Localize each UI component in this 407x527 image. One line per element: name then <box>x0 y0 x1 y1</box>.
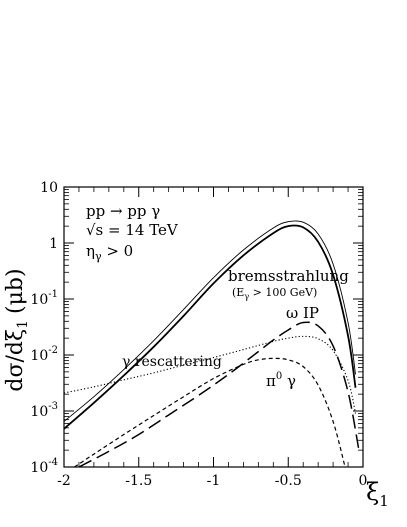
label-egamma-main: (E <box>232 286 244 299</box>
label-pi0-sup: 0 <box>276 371 282 382</box>
label-egamma-sub: γ <box>244 292 249 301</box>
y-axis-label-main: dσ/dξ <box>3 329 28 392</box>
y-tick-label: 10-1 <box>30 289 58 308</box>
process-line-3-main: η <box>86 242 95 260</box>
y-tick-label: 10-3 <box>30 401 58 420</box>
process-line-2: √s = 14 TeV <box>86 221 179 239</box>
process-line-3-rest: > 0 <box>102 242 134 260</box>
x-axis-label-sub: 1 <box>379 492 389 510</box>
label-omega-ip: ω IP <box>286 304 319 322</box>
x-tick-label: -0.5 <box>275 473 302 489</box>
y-tick-label: 1 <box>49 236 58 252</box>
y-axis-label-unit: (μb) <box>3 268 28 314</box>
label-egamma-rest: > 100 GeV) <box>249 286 317 299</box>
curve-dotted <box>64 335 357 414</box>
x-tick-label: -1 <box>207 473 221 489</box>
axes: -2 -1.5 -1 -0.5 0 10-4 10-3 10-2 10-1 1 10 <box>30 180 367 489</box>
x-tick-label: 0 <box>359 473 368 489</box>
x-axis-label: ξ1 <box>366 478 389 510</box>
process-line-3: ηγ > 0 <box>86 242 133 263</box>
y-tick-label: 10 <box>40 180 58 196</box>
y-axis-label-sub: 1 <box>15 320 31 329</box>
process-line-3-sub: γ <box>95 250 102 263</box>
curves <box>64 220 360 467</box>
x-tick-label: -1.5 <box>125 473 152 489</box>
label-bremsstrahlung: bremsstrahlung <box>228 267 349 285</box>
label-pi0-rest: γ <box>282 372 296 390</box>
curve-solid-thin <box>64 220 356 422</box>
process-line-1: pp → pp γ <box>86 202 160 220</box>
x-axis-label-main: ξ <box>366 478 379 506</box>
y-tick-label: 10-4 <box>30 457 58 476</box>
label-pi0-main: π <box>266 372 276 390</box>
label-pi0-gamma: π0 γ <box>266 371 296 390</box>
x-tick-label: -2 <box>57 473 71 489</box>
y-tick-label: 10-2 <box>30 345 58 364</box>
y-axis-label: dσ/dξ1 (μb) <box>3 268 31 391</box>
curve-long-dashed <box>78 321 360 467</box>
curve-short-dashed <box>74 357 346 467</box>
label-gamma-rescattering: γ rescattering <box>122 354 222 370</box>
label-egamma: (Eγ > 100 GeV) <box>232 286 317 301</box>
curve-solid-thick <box>64 224 357 430</box>
